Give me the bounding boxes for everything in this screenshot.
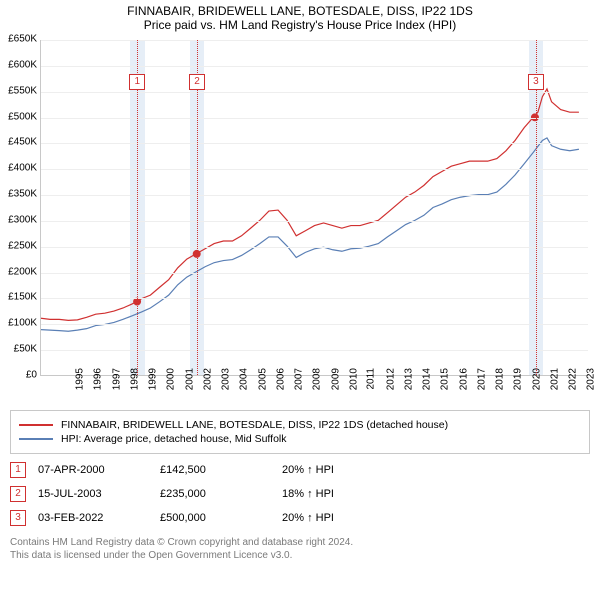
sale-row-marker: 1 <box>10 462 26 478</box>
sale-date: 03-FEB-2022 <box>38 512 148 524</box>
x-tick-label: 2015 <box>440 368 451 390</box>
y-tick-label: £300K <box>7 214 37 225</box>
title-line1: FINNABAIR, BRIDEWELL LANE, BOTESDALE, DI… <box>0 0 600 18</box>
legend-row: HPI: Average price, detached house, Mid … <box>19 433 581 445</box>
y-tick-label: £400K <box>7 163 37 174</box>
legend-swatch <box>19 438 53 440</box>
x-tick-label: 2002 <box>202 368 213 390</box>
y-tick-label: £0 <box>7 370 37 381</box>
title-line2: Price paid vs. HM Land Registry's House … <box>0 18 600 34</box>
x-tick-label: 2023 <box>586 368 597 390</box>
y-tick-label: £650K <box>7 34 37 45</box>
sale-price: £235,000 <box>160 488 270 500</box>
series-subject <box>41 89 579 320</box>
sale-row-marker: 2 <box>10 486 26 502</box>
y-gridline <box>41 118 588 119</box>
sale-date: 07-APR-2000 <box>38 464 148 476</box>
sale-dashed-line <box>536 40 537 375</box>
x-tick-label: 2012 <box>385 368 396 390</box>
page: FINNABAIR, BRIDEWELL LANE, BOTESDALE, DI… <box>0 0 600 590</box>
x-tick-label: 1996 <box>93 368 104 390</box>
legend-swatch <box>19 424 53 426</box>
sales-table: 1 07-APR-2000 £142,500 20% ↑ HPI 2 15-JUL-200… <box>10 458 590 530</box>
sale-row: 1 07-APR-2000 £142,500 20% ↑ HPI <box>10 458 590 482</box>
sale-marker-box: 1 <box>129 74 145 90</box>
sale-row-marker: 3 <box>10 510 26 526</box>
y-tick-label: £200K <box>7 266 37 277</box>
footer-line1: Contains HM Land Registry data © Crown c… <box>10 536 590 549</box>
y-tick-label: £250K <box>7 240 37 251</box>
plot-area: £0£50K£100K£150K£200K£250K£300K£350K£400… <box>40 40 588 376</box>
x-tick-label: 2014 <box>421 368 432 390</box>
legend-label: FINNABAIR, BRIDEWELL LANE, BOTESDALE, DI… <box>61 419 448 431</box>
legend-label: HPI: Average price, detached house, Mid … <box>61 433 287 445</box>
x-tick-label: 2004 <box>239 368 250 390</box>
x-tick-label: 2006 <box>275 368 286 390</box>
y-gridline <box>41 143 588 144</box>
y-tick-label: £100K <box>7 318 37 329</box>
sale-marker-box: 3 <box>528 74 544 90</box>
y-gridline <box>41 298 588 299</box>
y-gridline <box>41 324 588 325</box>
y-tick-label: £350K <box>7 189 37 200</box>
sale-delta: 20% ↑ HPI <box>282 512 392 524</box>
x-tick-label: 2003 <box>221 368 232 390</box>
sale-price: £500,000 <box>160 512 270 524</box>
sale-delta: 20% ↑ HPI <box>282 464 392 476</box>
x-tick-label: 2017 <box>476 368 487 390</box>
x-tick-label: 2005 <box>257 368 268 390</box>
y-gridline <box>41 247 588 248</box>
x-tick-label: 2009 <box>330 368 341 390</box>
x-tick-label: 1998 <box>129 368 140 390</box>
y-gridline <box>41 273 588 274</box>
sale-row: 2 15-JUL-2003 £235,000 18% ↑ HPI <box>10 482 590 506</box>
x-tick-label: 2007 <box>294 368 305 390</box>
y-gridline <box>41 169 588 170</box>
x-tick-label: 2010 <box>348 368 359 390</box>
x-tick-label: 2021 <box>549 368 560 390</box>
x-tick-label: 2016 <box>458 368 469 390</box>
y-gridline <box>41 221 588 222</box>
sale-marker-box: 2 <box>189 74 205 90</box>
x-tick-label: 2019 <box>513 368 524 390</box>
x-tick-label: 2013 <box>403 368 414 390</box>
y-tick-label: £600K <box>7 59 37 70</box>
x-tick-label: 2001 <box>184 368 195 390</box>
y-tick-label: £50K <box>7 344 37 355</box>
sale-price: £142,500 <box>160 464 270 476</box>
x-tick-label: 2018 <box>495 368 506 390</box>
chart: £0£50K£100K£150K£200K£250K£300K£350K£400… <box>34 34 594 404</box>
sale-dashed-line <box>137 40 138 375</box>
y-tick-label: £550K <box>7 85 37 96</box>
x-tick-label: 2008 <box>312 368 323 390</box>
y-tick-label: £450K <box>7 137 37 148</box>
y-gridline <box>41 92 588 93</box>
y-tick-label: £500K <box>7 111 37 122</box>
series-hpi <box>41 138 579 331</box>
x-tick-label: 1997 <box>111 368 122 390</box>
legend-row: FINNABAIR, BRIDEWELL LANE, BOTESDALE, DI… <box>19 419 581 431</box>
sale-dashed-line <box>197 40 198 375</box>
footer-line2: This data is licensed under the Open Gov… <box>10 549 590 562</box>
sale-date: 15-JUL-2003 <box>38 488 148 500</box>
footer: Contains HM Land Registry data © Crown c… <box>10 536 590 562</box>
y-tick-label: £150K <box>7 292 37 303</box>
y-gridline <box>41 66 588 67</box>
y-gridline <box>41 195 588 196</box>
y-gridline <box>41 40 588 41</box>
x-tick-label: 1995 <box>74 368 85 390</box>
legend: FINNABAIR, BRIDEWELL LANE, BOTESDALE, DI… <box>10 410 590 454</box>
y-gridline <box>41 350 588 351</box>
sale-row: 3 03-FEB-2022 £500,000 20% ↑ HPI <box>10 506 590 530</box>
x-tick-label: 2000 <box>166 368 177 390</box>
x-tick-label: 2022 <box>568 368 579 390</box>
x-tick-label: 2011 <box>366 368 377 390</box>
x-tick-label: 1999 <box>147 368 158 390</box>
sale-delta: 18% ↑ HPI <box>282 488 392 500</box>
